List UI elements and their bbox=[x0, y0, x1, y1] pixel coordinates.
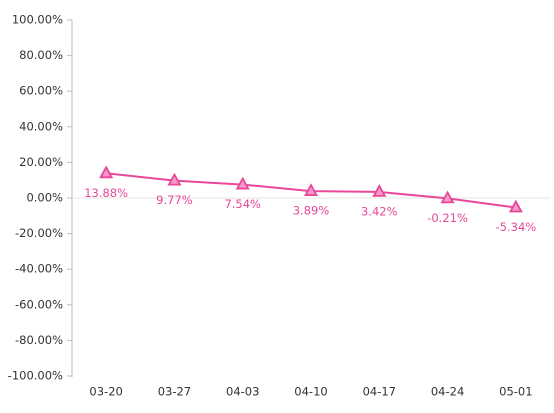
y-tick-label: 80.00% bbox=[19, 48, 63, 62]
point-marker bbox=[235, 176, 250, 190]
x-tick-label: 04-17 bbox=[363, 385, 396, 399]
y-tick-label: 40.00% bbox=[19, 119, 63, 133]
y-tick-label: 20.00% bbox=[19, 155, 63, 169]
point-marker bbox=[508, 199, 523, 213]
y-tick-label: 100.00% bbox=[12, 13, 63, 27]
point-marker bbox=[99, 165, 114, 179]
data-label: 7.54% bbox=[224, 197, 261, 211]
x-tick-label: 03-20 bbox=[89, 385, 122, 399]
y-tick-label: 60.00% bbox=[19, 84, 63, 98]
data-label: -0.21% bbox=[427, 211, 468, 225]
y-tick-label: -20.00% bbox=[15, 226, 63, 240]
data-label: 13.88% bbox=[84, 186, 128, 200]
data-label: -5.34% bbox=[496, 220, 537, 234]
y-tick-label: -100.00% bbox=[8, 369, 63, 383]
x-tick-label: 04-03 bbox=[226, 385, 259, 399]
y-tick-label: -40.00% bbox=[15, 262, 63, 276]
point-marker bbox=[167, 172, 182, 186]
y-tick-label: -80.00% bbox=[15, 333, 63, 347]
point-marker bbox=[440, 190, 455, 204]
y-tick-label: 0.00% bbox=[26, 191, 63, 205]
x-tick-label: 04-24 bbox=[431, 385, 464, 399]
y-tick-label: -60.00% bbox=[15, 297, 63, 311]
point-marker bbox=[303, 183, 319, 196]
data-label: 9.77% bbox=[156, 193, 193, 207]
data-label: 3.42% bbox=[361, 204, 398, 218]
x-tick-label: 05-01 bbox=[499, 385, 532, 399]
x-tick-label: 03-27 bbox=[158, 385, 191, 399]
point-marker bbox=[372, 184, 387, 197]
x-tick-label: 04-10 bbox=[294, 385, 327, 399]
data-label: 3.89% bbox=[293, 204, 330, 218]
